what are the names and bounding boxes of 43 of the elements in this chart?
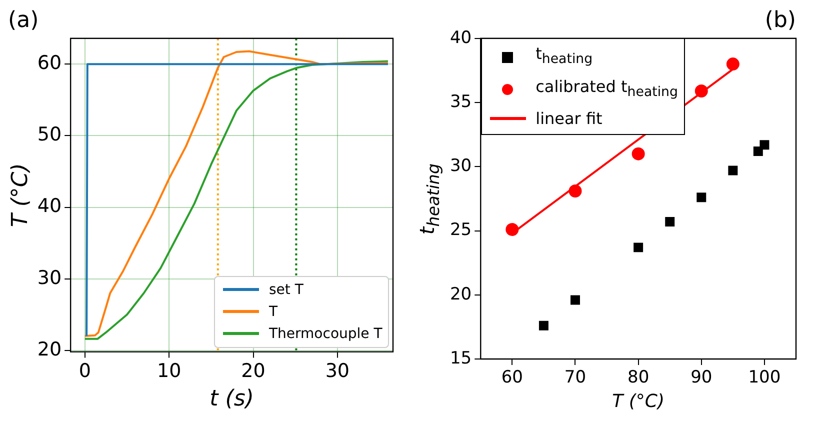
y-tick-label: 30 — [37, 266, 62, 289]
y-tick-label: 15 — [450, 348, 472, 368]
chart-title: (b) — [764, 8, 796, 33]
point — [538, 320, 548, 330]
point — [634, 242, 644, 252]
x-tick-label: 10 — [156, 360, 182, 382]
y-tick-label: 50 — [37, 124, 62, 146]
legend-label: set T — [269, 280, 304, 300]
y-tick-label: 35 — [450, 92, 472, 112]
x-tick-label: 0 — [78, 360, 91, 382]
point — [570, 295, 580, 305]
x-tick-label: 70 — [564, 368, 586, 388]
x-tick-label: 90 — [690, 368, 712, 388]
y-tick-label: 20 — [450, 284, 472, 304]
y-tick-label: 25 — [450, 220, 472, 240]
y-axis-title: T (°C) — [8, 163, 33, 228]
point — [632, 147, 645, 160]
legend-label: t$_{heating}$ — [536, 43, 593, 70]
x-tick-label: 60 — [501, 368, 523, 388]
point — [728, 166, 738, 176]
point — [760, 140, 770, 150]
x-tick-label: 80 — [627, 368, 650, 388]
legend-label: Thermocouple T — [269, 324, 382, 344]
point — [726, 58, 740, 71]
point — [506, 222, 519, 236]
x-axis-title: T (°C) — [612, 390, 664, 412]
x-tick-label: 30 — [325, 360, 350, 382]
x-axis-title: t (s) — [210, 386, 254, 412]
point — [696, 192, 706, 202]
chart-title: (a) — [8, 8, 39, 33]
point — [665, 217, 675, 227]
legend-label: linear fit — [536, 108, 602, 130]
legend-label: T — [269, 302, 278, 322]
legend-label: calibrated t$_{heating}$ — [536, 76, 678, 102]
y-tick-label: 20 — [37, 338, 62, 360]
y-tick-label: 30 — [450, 156, 472, 176]
y-tick-label: 40 — [450, 28, 472, 48]
point — [694, 84, 708, 98]
y-tick-label: 60 — [37, 52, 62, 74]
point — [568, 184, 582, 198]
x-tick-label: 20 — [241, 360, 266, 382]
x-tick-label: 100 — [748, 368, 781, 388]
y-tick-label: 40 — [37, 195, 62, 218]
